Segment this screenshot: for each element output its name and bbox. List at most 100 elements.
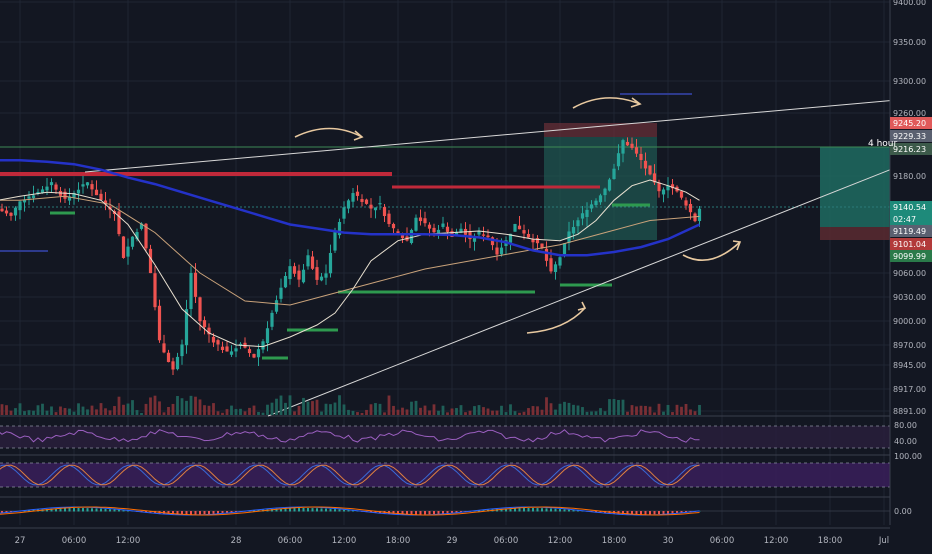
volume-bar [477,405,481,415]
volume-bar [180,398,184,415]
macd-hist-bar [334,509,336,512]
candle-body [103,200,108,205]
macd-hist-bar [1,511,3,513]
macd-hist-bar [172,511,174,515]
candle-body [175,356,180,370]
macd-hist-bar [649,511,651,515]
candle-body [135,232,139,240]
volume-bar [419,407,422,415]
volume-bar [149,397,152,415]
candle-body [454,231,459,236]
macd-hist-bar [302,508,305,512]
candle-body [162,343,166,353]
macd-hist-bar [347,510,350,512]
volume-bar [338,395,341,415]
candle-body [369,204,373,209]
y-tick-label-4: 9180.00 [893,172,926,181]
candle-body [139,223,144,229]
candle-body [157,305,162,341]
price-badge-3: 9140.54 [893,203,926,212]
macd-hist-bar [446,511,449,514]
x-tick-label-12: 06:00 [710,536,735,546]
volume-bar [351,410,355,415]
volume-bar [531,406,535,415]
macd-hist-bar [181,511,183,515]
volume-bar [401,407,404,415]
candle-body [432,227,436,233]
volume-bar [315,399,319,415]
volume-bar [657,403,661,415]
price-badge-bg-0 [890,117,932,129]
candle-body [261,341,265,350]
macd-hist-bar [280,508,282,512]
volume-bar [243,411,247,415]
macd-hist-bar [568,509,570,512]
candle-body [603,188,607,196]
volume-bar [306,401,310,415]
curved-arrow-2 [526,307,586,334]
volume-bar [311,401,314,415]
macd-hist-bar [113,509,116,512]
price-badge-bg-4 [890,213,932,225]
candle-body [459,228,463,233]
candle-body [558,257,562,266]
macd-hist-bar [100,508,102,512]
candle-body [180,344,184,357]
macd-hist-bar [127,510,129,512]
macd-hist-bar [217,511,219,514]
volume-bar [162,412,166,415]
volume-bar [446,412,449,415]
candle-body [247,349,252,354]
ma-orange-line [0,195,700,306]
macd-hist-bar [527,508,530,512]
candle-body [0,208,4,212]
macd-hist-bar [631,511,633,515]
stop-box [820,227,891,240]
volume-bar [684,403,688,415]
price-badge-5: 9119.49 [893,227,926,236]
x-tick-label-2: 12:00 [116,536,141,546]
candle-body [526,233,531,238]
volume-bar [549,403,553,415]
volume-bar [662,411,665,415]
candle-body [666,185,670,191]
macd-hist-bar [311,508,314,512]
price-badge-4: 02:47 [893,215,916,224]
macd-hist-bar [343,509,345,512]
macd-hist-bar [550,508,552,512]
candle-body [400,235,405,239]
volume-bar [194,396,197,415]
macd-line [0,506,700,516]
y-tick-label-6: 9030.00 [893,293,926,302]
volume-bar [491,410,494,415]
macd-hist-bar [176,511,179,515]
volume-bar [369,404,373,415]
ma-layer [0,159,701,348]
macd-hist-bar [208,511,210,515]
candle-body [306,255,310,267]
macd-hist-bar [212,511,215,514]
candle-body [49,182,54,186]
candle-body [378,203,382,205]
volume-bar [428,410,431,415]
volume-bar [581,407,584,415]
macd-hist-bar [541,508,543,512]
x-tick-label-9: 12:00 [548,536,573,546]
ma-blue-line [0,159,701,257]
volume-bar [126,403,130,415]
volume-bar [621,399,625,415]
volume-bar [216,411,220,415]
macd-hist-bar [50,508,53,512]
volume-bar [441,405,445,415]
price-badge-bg-6 [890,238,932,250]
volume-bar [284,402,287,415]
candle-body [621,140,625,154]
volume-bar [495,410,499,415]
candle-body [670,184,675,189]
macd-hist-bar [284,508,287,512]
candle-body [652,173,657,183]
candle-body [283,275,288,288]
volume-bar [167,406,170,415]
volume-bar [540,409,544,415]
